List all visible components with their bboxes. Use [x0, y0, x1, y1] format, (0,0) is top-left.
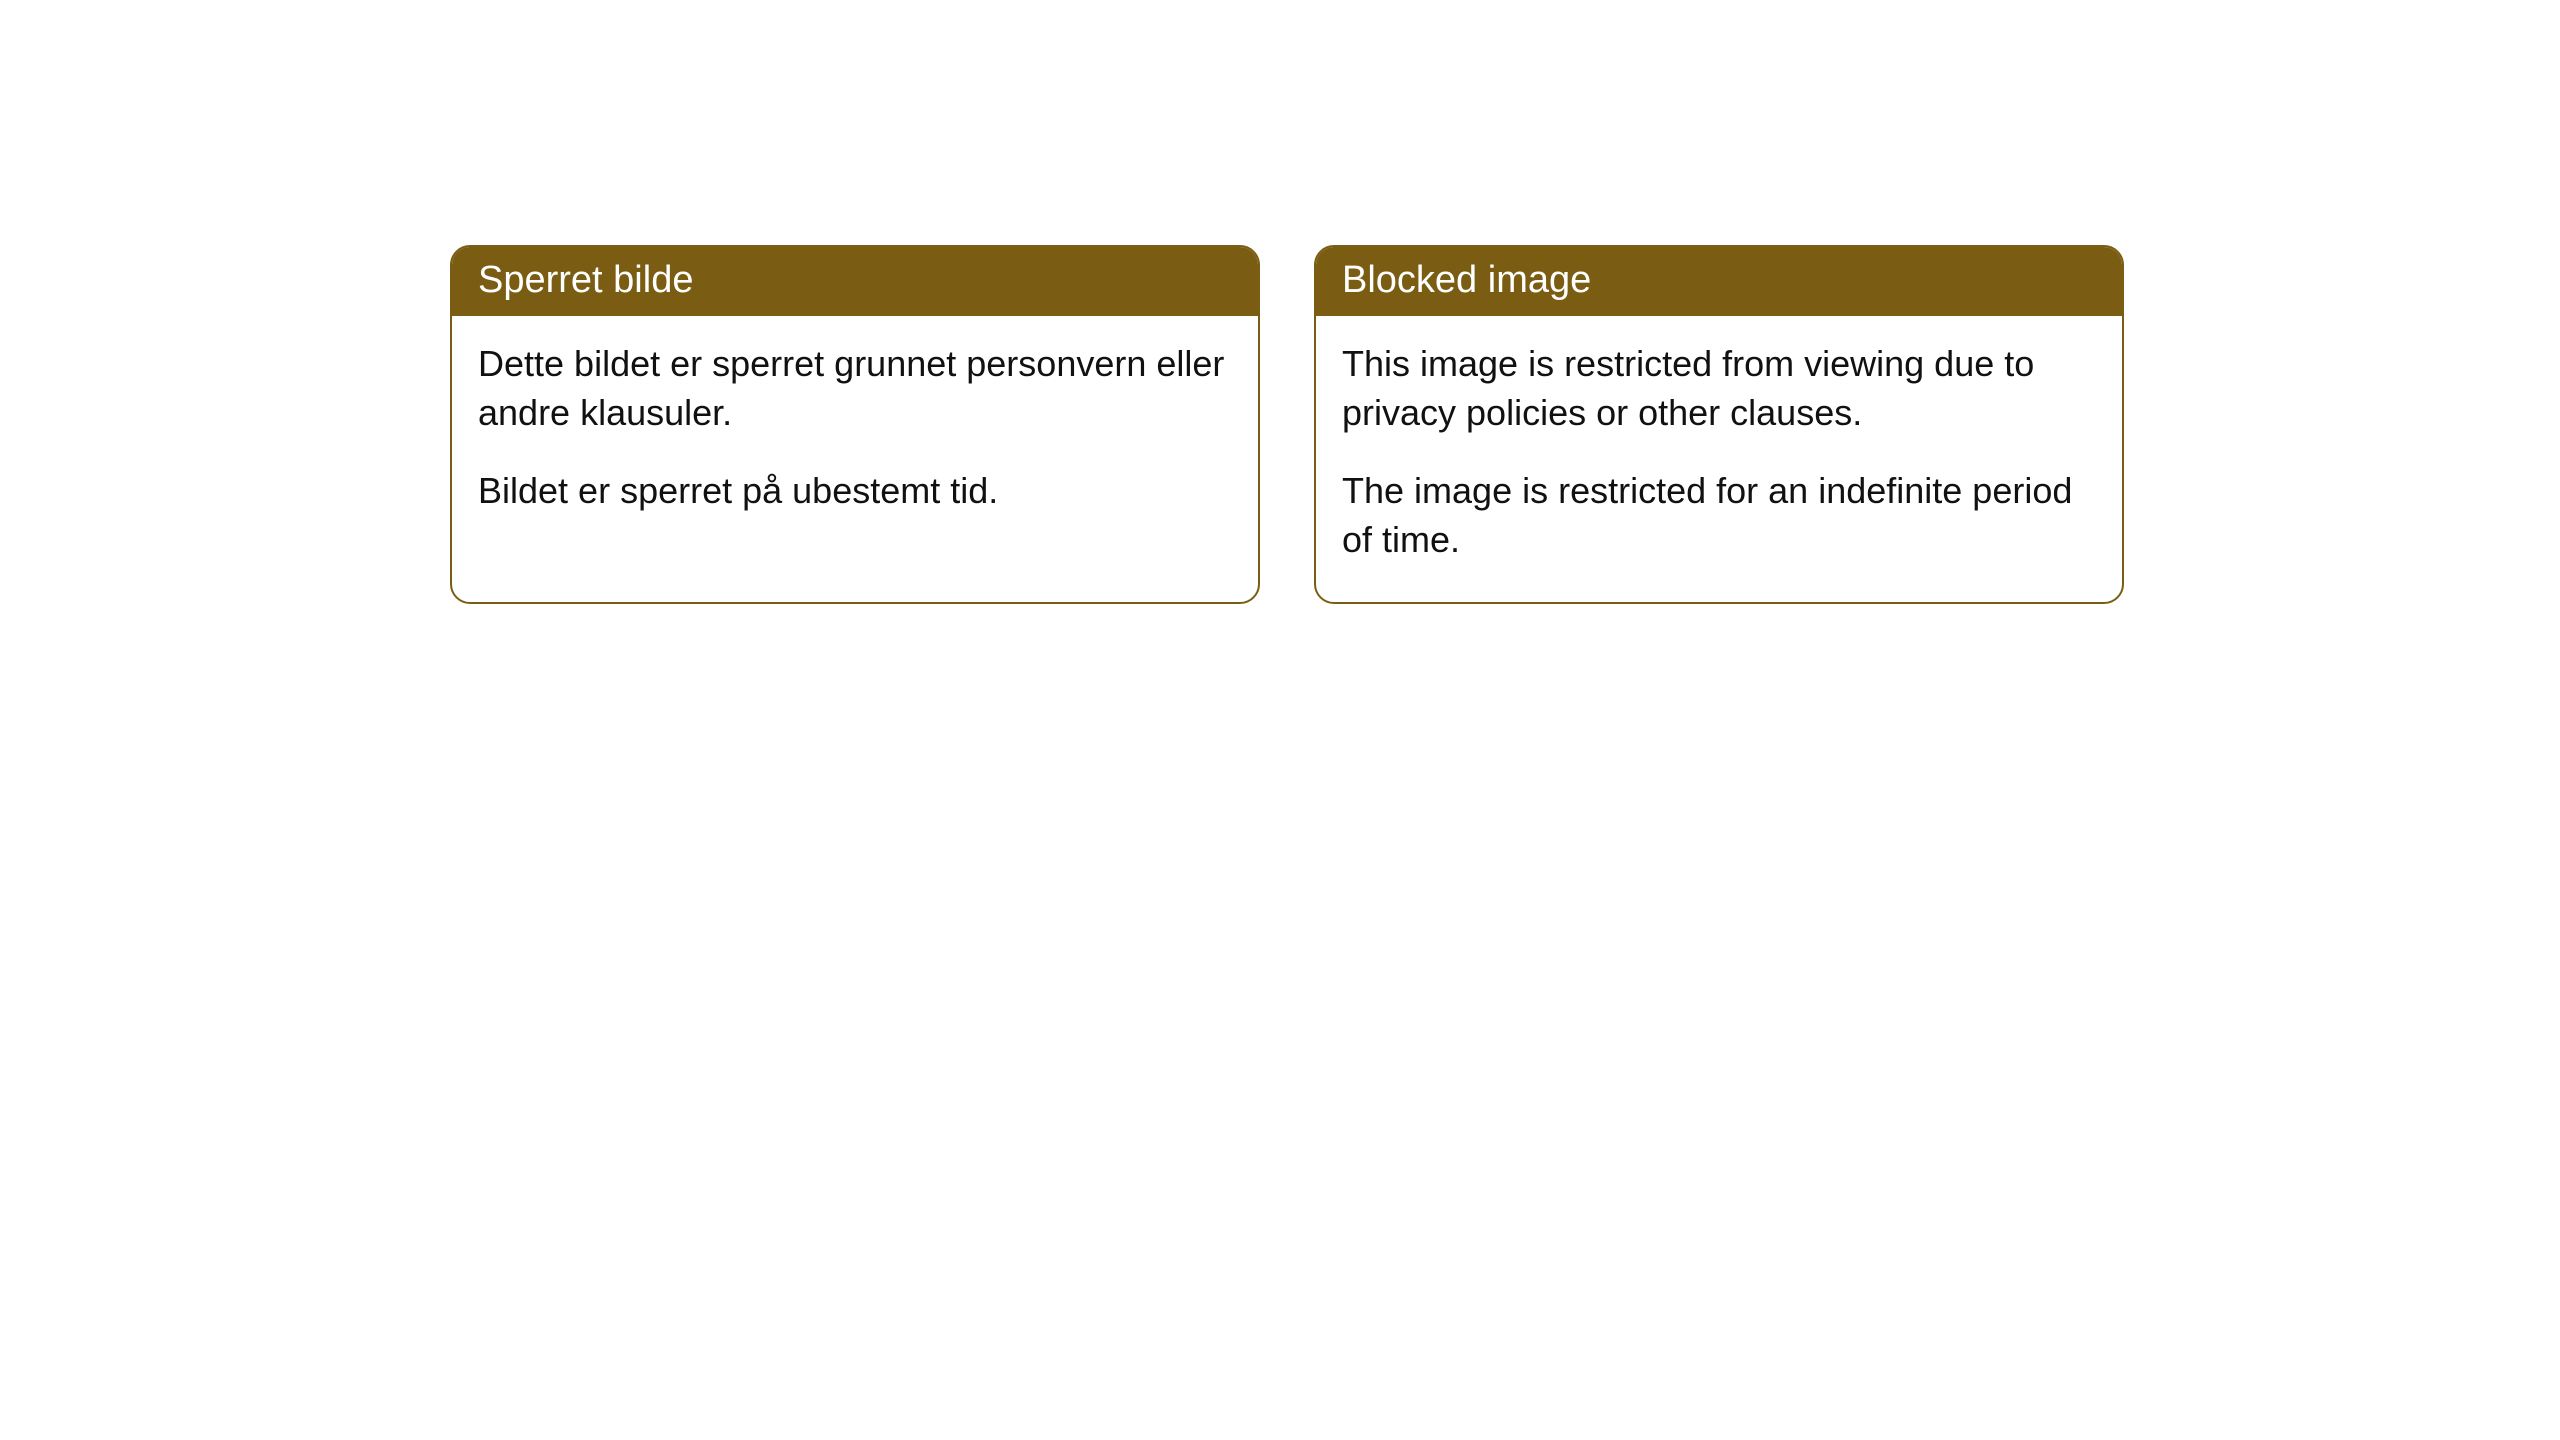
- notice-box-no: Sperret bilde Dette bildet er sperret gr…: [450, 245, 1260, 604]
- notice-title-no: Sperret bilde: [452, 247, 1258, 316]
- notice-body-en: This image is restricted from viewing du…: [1316, 316, 2122, 602]
- notice-paragraph: Bildet er sperret på ubestemt tid.: [478, 467, 1232, 516]
- notice-paragraph: Dette bildet er sperret grunnet personve…: [478, 340, 1232, 437]
- notice-container: Sperret bilde Dette bildet er sperret gr…: [0, 0, 2560, 604]
- notice-paragraph: The image is restricted for an indefinit…: [1342, 467, 2096, 564]
- notice-body-no: Dette bildet er sperret grunnet personve…: [452, 316, 1258, 554]
- notice-title-en: Blocked image: [1316, 247, 2122, 316]
- notice-box-en: Blocked image This image is restricted f…: [1314, 245, 2124, 604]
- notice-paragraph: This image is restricted from viewing du…: [1342, 340, 2096, 437]
